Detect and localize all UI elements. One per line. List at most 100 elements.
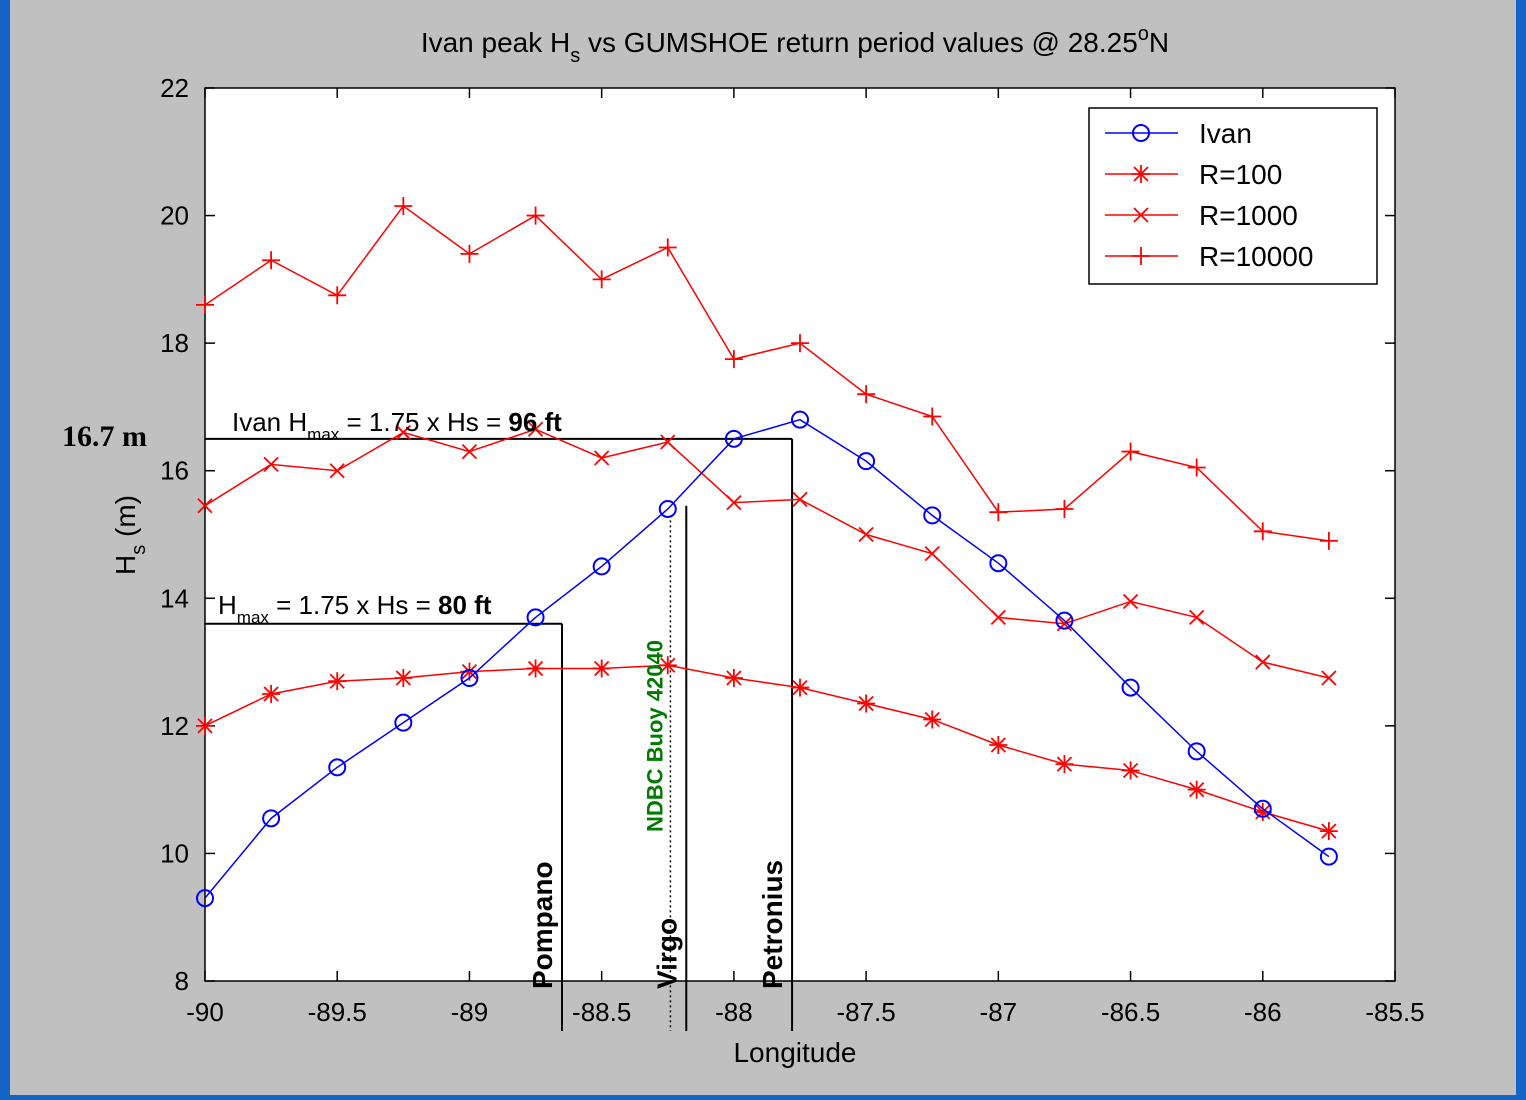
hmax-80-bold: 80 ft: [438, 590, 492, 620]
legend-marker: [1132, 124, 1150, 142]
data-point-ivan: [791, 410, 809, 429]
data-point-r-1000: [990, 609, 1006, 626]
data-point-r-1000: [594, 450, 610, 466]
data-point-ivan: [196, 889, 214, 908]
data-point-r-10000: [196, 295, 214, 314]
ivan-hmax-prefix: Ivan H: [232, 407, 307, 437]
data-point-r-1000: [726, 494, 742, 511]
data-point-ivan: [394, 713, 413, 732]
data-point-r-1000: [461, 443, 478, 460]
legend-marker: [1132, 247, 1150, 265]
data-point-r-10000: [1121, 442, 1140, 461]
data-point-r-100: [394, 669, 413, 688]
x-tick-label: -90: [186, 997, 224, 1027]
data-point-r-10000: [989, 503, 1008, 522]
y-tick-label: 12: [160, 711, 189, 741]
legend-entry-r-1000: R=1000: [1105, 200, 1298, 231]
x-tick-label: -89: [451, 997, 489, 1027]
y-tick-label: 10: [160, 838, 189, 868]
y-tick-labels: 8 10 12 14 16 18 20 22: [160, 73, 189, 996]
x-tick-label: -88: [715, 997, 753, 1027]
data-point-r-10000: [262, 251, 281, 270]
legend-label: R=1000: [1199, 200, 1298, 231]
ivan-hmax-annotation: Ivan Hmax = 1.75 x Hs = 96 ft: [232, 407, 562, 444]
data-point-ivan: [460, 669, 479, 688]
x-tick-label: -87: [980, 997, 1018, 1027]
data-point-r-100: [1187, 780, 1206, 799]
data-point-r-10000: [1187, 458, 1206, 477]
series-r-100: [196, 656, 1338, 841]
data-point-r-10000: [328, 286, 347, 305]
data-point-r-100: [1055, 755, 1074, 774]
data-point-r-1000: [660, 434, 676, 450]
data-point-ivan: [923, 506, 942, 525]
chart-title-middle: vs GUMSHOE return period values @ 28.25: [580, 27, 1138, 58]
data-point-r-100: [791, 678, 809, 697]
data-point-r-100: [658, 656, 677, 675]
series-r-10000: [196, 197, 1338, 550]
legend-entry-ivan: Ivan: [1105, 118, 1252, 149]
series-layer: [196, 197, 1338, 908]
data-point-ivan: [989, 554, 1008, 573]
data-point-r-100: [262, 684, 281, 703]
legend-marker: [1133, 207, 1149, 223]
platform-label-virgo: Virgo: [651, 918, 682, 989]
data-point-r-10000: [658, 238, 677, 257]
y-tick-label: 14: [160, 583, 189, 613]
data-point-ivan: [857, 452, 876, 471]
data-point-r-10000: [592, 270, 611, 289]
data-point-r-100: [1319, 822, 1338, 841]
data-point-ivan: [262, 809, 281, 828]
legend-marker: [1132, 165, 1150, 183]
buoy-label: NDBC Buoy 42040: [642, 640, 667, 832]
data-point-r-10000: [394, 197, 413, 216]
data-point-ivan: [1253, 799, 1272, 818]
data-point-ivan: [328, 758, 347, 777]
chart-title-prefix: Ivan peak H: [421, 27, 570, 58]
data-point-r-1000: [924, 545, 940, 562]
data-point-r-1000: [1122, 593, 1139, 610]
data-point-ivan: [1187, 742, 1206, 761]
ivan-hmax-subscript: max: [307, 425, 340, 444]
data-point-r-1000: [1189, 609, 1205, 626]
data-point-r-10000: [791, 334, 809, 353]
data-point-ivan: [526, 608, 545, 627]
annotation-lines: [205, 437, 794, 1031]
data-point-r-10000: [724, 350, 743, 369]
legend-label: Ivan: [1199, 118, 1252, 149]
y-axis-label-subscript: s: [128, 545, 150, 555]
data-point-r-100: [1253, 802, 1272, 821]
x-tick-label: -85.5: [1365, 997, 1424, 1027]
legend-label: R=10000: [1199, 241, 1313, 272]
data-point-r-100: [724, 669, 743, 688]
data-point-r-1000: [197, 498, 213, 514]
platform-label-pompano: Pompano: [527, 861, 558, 989]
hmax-80-prefix: H: [218, 590, 237, 620]
y-tick-label: 16: [160, 456, 189, 486]
series-line-r-1000: [204, 428, 1330, 679]
data-point-r-10000: [460, 244, 479, 263]
legend: Ivan R=100 R=1000 R=10000: [1088, 107, 1378, 285]
legend-label: R=100: [1199, 159, 1282, 190]
data-point-r-1000: [329, 463, 345, 479]
data-point-r-100: [1121, 761, 1140, 780]
data-point-r-100: [857, 694, 876, 713]
data-point-ivan: [592, 557, 611, 576]
y-axis-label-main: H: [110, 555, 141, 575]
series-line-r-100: [204, 664, 1330, 832]
data-point-ivan: [1319, 847, 1338, 866]
data-point-r-100: [923, 710, 942, 729]
data-point-r-1000: [263, 456, 279, 472]
data-point-r-100: [196, 716, 214, 735]
x-tick-label: -89.5: [308, 997, 367, 1027]
data-point-r-10000: [1055, 499, 1074, 518]
chart-title: Ivan peak Hs vs GUMSHOE return period va…: [421, 23, 1169, 67]
data-point-ivan: [724, 429, 743, 448]
y-axis-label: Hs (m): [110, 495, 150, 575]
chart-title-superscript: o: [1138, 23, 1149, 45]
hmax-80-subscript: max: [237, 608, 270, 627]
x-tick-label: -86.5: [1101, 997, 1160, 1027]
y-tick-label: 18: [160, 328, 189, 358]
data-point-r-1000: [858, 526, 874, 543]
